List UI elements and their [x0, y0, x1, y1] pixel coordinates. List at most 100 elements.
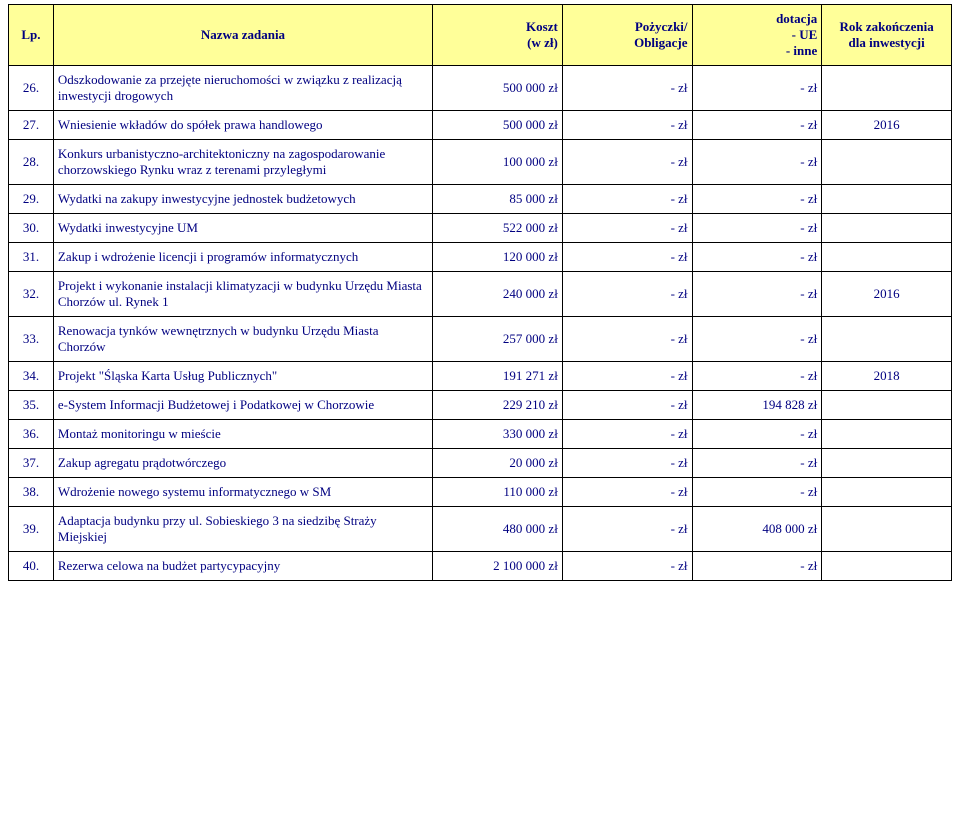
header-year: Rok zakończeniadla inwestycji: [822, 5, 952, 66]
cell-lp: 38.: [9, 478, 54, 507]
cell-year: [822, 214, 952, 243]
cell-year: [822, 66, 952, 111]
cell-lp: 35.: [9, 391, 54, 420]
cell-grant: - zł: [692, 449, 822, 478]
table-row: 33.Renowacja tynków wewnętrznych w budyn…: [9, 317, 952, 362]
cell-grant: - zł: [692, 420, 822, 449]
cell-year: [822, 507, 952, 552]
table-row: 40.Rezerwa celowa na budżet partycypacyj…: [9, 552, 952, 581]
cell-grant: - zł: [692, 140, 822, 185]
cell-lp: 32.: [9, 272, 54, 317]
table-row: 31.Zakup i wdrożenie licencji i programó…: [9, 243, 952, 272]
table-row: 36.Montaż monitoringu w mieście330 000 z…: [9, 420, 952, 449]
cell-cost: 85 000 zł: [433, 185, 563, 214]
budget-table: Lp. Nazwa zadania Koszt(w zł) Pożyczki/O…: [8, 4, 952, 581]
cell-cost: 191 271 zł: [433, 362, 563, 391]
cell-year: 2016: [822, 111, 952, 140]
cell-cost: 110 000 zł: [433, 478, 563, 507]
cell-cost: 20 000 zł: [433, 449, 563, 478]
cell-cost: 120 000 zł: [433, 243, 563, 272]
cell-grant: - zł: [692, 243, 822, 272]
cell-lp: 33.: [9, 317, 54, 362]
cell-loan: - zł: [562, 478, 692, 507]
cell-name: Wniesienie wkładów do spółek prawa handl…: [53, 111, 432, 140]
cell-lp: 27.: [9, 111, 54, 140]
cell-lp: 30.: [9, 214, 54, 243]
cell-name: Renowacja tynków wewnętrznych w budynku …: [53, 317, 432, 362]
table-row: 28.Konkurs urbanistyczno-architektoniczn…: [9, 140, 952, 185]
cell-name: Wydatki na zakupy inwestycyjne jednostek…: [53, 185, 432, 214]
cell-grant: - zł: [692, 362, 822, 391]
cell-grant: - zł: [692, 214, 822, 243]
cell-cost: 500 000 zł: [433, 111, 563, 140]
cell-grant: - zł: [692, 552, 822, 581]
cell-name: Zakup i wdrożenie licencji i programów i…: [53, 243, 432, 272]
table-row: 34.Projekt "Śląska Karta Usług Publiczny…: [9, 362, 952, 391]
cell-year: [822, 420, 952, 449]
cell-grant: - zł: [692, 111, 822, 140]
cell-loan: - zł: [562, 66, 692, 111]
cell-loan: - zł: [562, 140, 692, 185]
cell-loan: - zł: [562, 507, 692, 552]
cell-name: Konkurs urbanistyczno-architektoniczny n…: [53, 140, 432, 185]
header-name: Nazwa zadania: [53, 5, 432, 66]
cell-grant: 194 828 zł: [692, 391, 822, 420]
cell-year: 2016: [822, 272, 952, 317]
cell-lp: 40.: [9, 552, 54, 581]
cell-year: [822, 478, 952, 507]
header-grant: dotacja- UE- inne: [692, 5, 822, 66]
cell-name: Wdrożenie nowego systemu informatycznego…: [53, 478, 432, 507]
header-loan: Pożyczki/Obligacje: [562, 5, 692, 66]
cell-year: 2018: [822, 362, 952, 391]
table-row: 32.Projekt i wykonanie instalacji klimat…: [9, 272, 952, 317]
cell-cost: 100 000 zł: [433, 140, 563, 185]
cell-lp: 34.: [9, 362, 54, 391]
cell-name: Projekt "Śląska Karta Usług Publicznych": [53, 362, 432, 391]
cell-name: Montaż monitoringu w mieście: [53, 420, 432, 449]
table-row: 35.e-System Informacji Budżetowej i Poda…: [9, 391, 952, 420]
cell-loan: - zł: [562, 185, 692, 214]
cell-year: [822, 185, 952, 214]
cell-loan: - zł: [562, 552, 692, 581]
cell-loan: - zł: [562, 362, 692, 391]
cell-loan: - zł: [562, 111, 692, 140]
cell-name: Odszkodowanie za przejęte nieruchomości …: [53, 66, 432, 111]
cell-lp: 31.: [9, 243, 54, 272]
cell-grant: 408 000 zł: [692, 507, 822, 552]
cell-grant: - zł: [692, 478, 822, 507]
cell-name: Adaptacja budynku przy ul. Sobieskiego 3…: [53, 507, 432, 552]
cell-lp: 36.: [9, 420, 54, 449]
table-row: 30.Wydatki inwestycyjne UM522 000 zł- zł…: [9, 214, 952, 243]
cell-lp: 28.: [9, 140, 54, 185]
cell-year: [822, 449, 952, 478]
cell-loan: - zł: [562, 391, 692, 420]
table-row: 29.Wydatki na zakupy inwestycyjne jednos…: [9, 185, 952, 214]
header-row: Lp. Nazwa zadania Koszt(w zł) Pożyczki/O…: [9, 5, 952, 66]
cell-grant: - zł: [692, 66, 822, 111]
cell-year: [822, 243, 952, 272]
cell-grant: - zł: [692, 185, 822, 214]
table-row: 37.Zakup agregatu prądotwórczego20 000 z…: [9, 449, 952, 478]
cell-loan: - zł: [562, 272, 692, 317]
cell-name: Wydatki inwestycyjne UM: [53, 214, 432, 243]
cell-loan: - zł: [562, 420, 692, 449]
cell-lp: 29.: [9, 185, 54, 214]
cell-cost: 500 000 zł: [433, 66, 563, 111]
cell-name: e-System Informacji Budżetowej i Podatko…: [53, 391, 432, 420]
cell-cost: 229 210 zł: [433, 391, 563, 420]
cell-lp: 37.: [9, 449, 54, 478]
cell-name: Zakup agregatu prądotwórczego: [53, 449, 432, 478]
cell-lp: 39.: [9, 507, 54, 552]
cell-cost: 2 100 000 zł: [433, 552, 563, 581]
cell-cost: 330 000 zł: [433, 420, 563, 449]
cell-cost: 240 000 zł: [433, 272, 563, 317]
cell-loan: - zł: [562, 449, 692, 478]
cell-grant: - zł: [692, 272, 822, 317]
cell-lp: 26.: [9, 66, 54, 111]
table-row: 27.Wniesienie wkładów do spółek prawa ha…: [9, 111, 952, 140]
header-cost: Koszt(w zł): [433, 5, 563, 66]
cell-cost: 480 000 zł: [433, 507, 563, 552]
cell-year: [822, 391, 952, 420]
table-row: 39.Adaptacja budynku przy ul. Sobieskieg…: [9, 507, 952, 552]
cell-cost: 257 000 zł: [433, 317, 563, 362]
